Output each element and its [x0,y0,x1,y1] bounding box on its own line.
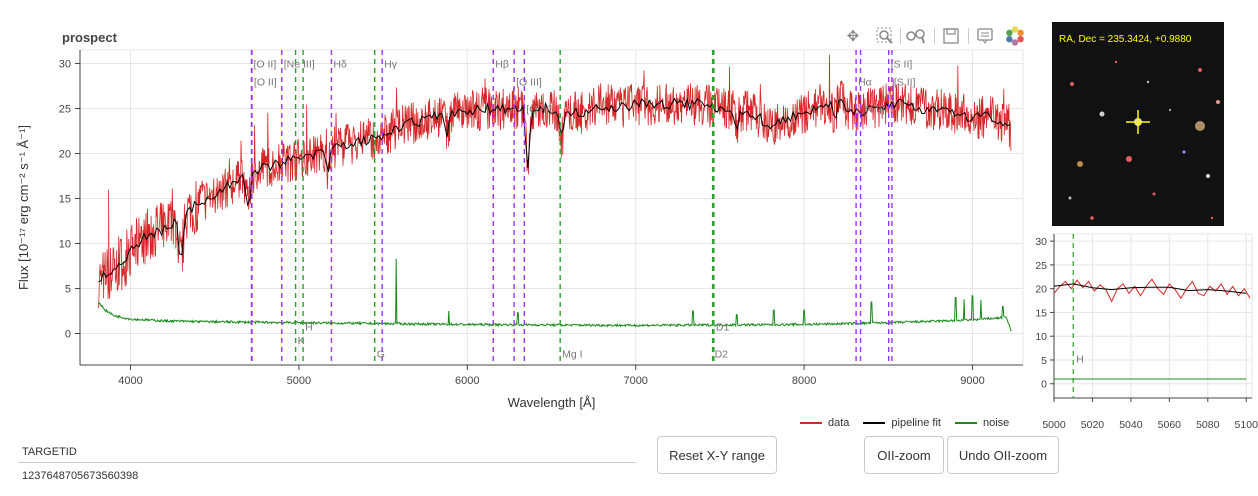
y-tick-label: 25 [59,104,71,116]
emission-line-label: Hδ [333,59,347,71]
legend-swatch-data [800,422,822,424]
y-tick-label: 30 [59,59,71,71]
zoom-y-tick-label: 0 [1041,379,1047,391]
zoom-x-tick-label: 5100 [1235,419,1258,431]
x-axis-label: Wavelength [Å] [508,395,596,410]
save-icon[interactable] [938,24,964,48]
x-tick-label: 4000 [118,375,142,387]
undo-oii-zoom-button[interactable]: Undo OII-zoom [947,436,1059,474]
box-zoom-icon[interactable] [872,24,898,48]
y-tick-label: 5 [65,284,71,296]
zoom-y-tick-label: 10 [1035,331,1047,343]
legend-item-noise[interactable]: noise [954,417,1010,429]
absorption-line-label: H [305,321,313,333]
targetid-cell: 1237648705673560398 [22,470,139,482]
emission-line-label: [O II] [254,77,277,89]
chart-legend: data pipeline fit noise [800,414,1023,432]
emission-line-label: [Ne III] [284,59,315,71]
emission-line-label: Hα [858,77,872,89]
zoom-data-series [1053,278,1251,303]
legend-swatch-fit [863,422,886,424]
zoom-fit-series [1053,283,1247,294]
emission-line-label: [S II] [891,59,913,71]
absorption-line-label: D2 [715,348,729,360]
zoom-x-tick-label: 5000 [1042,419,1066,431]
x-tick-label: 9000 [960,375,984,387]
emission-line-label: Hγ [384,59,398,71]
x-tick-label: 6000 [455,375,479,387]
legend-swatch-noise [954,422,977,424]
y-tick-label: 15 [59,194,71,206]
legend-item-data[interactable]: data [800,417,849,429]
emission-line-label: Hβ [495,59,509,71]
bokeh-logo-icon[interactable] [1002,24,1028,48]
reset-xy-range-button[interactable]: Reset X-Y range [657,436,777,474]
zoom-spectrum-chart[interactable]: 5000 5020 5040 5060 5080 5100 0 5 10 15 20 25 30 H [1020,228,1258,436]
sky-cutout-image[interactable]: RA, Dec = 235.3424, +0.9880 [1052,22,1224,226]
zoom-x-tick-label: 5020 [1081,419,1105,431]
x-tick-label: 8000 [792,375,816,387]
absorption-line-label: K [298,335,305,347]
legend-item-pipeline-fit[interactable]: pipeline fit [863,417,941,429]
x-tick-label: 7000 [623,375,647,387]
pipeline-fit-series [98,97,1011,283]
plot-toolbar: ✥ [838,22,1028,56]
zoom-y-tick-label: 15 [1035,307,1047,319]
zoom-y-tick-label: 5 [1041,355,1047,367]
emission-line-label: [O II] [253,59,276,71]
zoom-x-tick-label: 5080 [1196,419,1220,431]
zoom-y-tick-label: 25 [1035,260,1047,272]
oii-zoom-button[interactable]: OII-zoom [864,436,944,474]
zoom-line-label: H [1076,353,1084,365]
absorption-line-label: D1 [716,321,730,333]
y-tick-label: 20 [59,149,71,161]
x-tick-label: 5000 [287,375,311,387]
zoom-y-tick-label: 20 [1035,284,1047,296]
emission-line-label: [N II] [863,104,885,116]
zoom-y-tick-label: 30 [1035,236,1047,248]
y-tick-label: 10 [59,239,71,251]
noise-series [98,258,1012,332]
y-tick-label: 0 [65,329,71,341]
spectrum-chart[interactable]: 4000 5000 6000 7000 8000 9000 0 5 10 15 20 25 30 Wave… [0,40,1040,420]
zoom-x-tick-label: 5060 [1158,419,1182,431]
emission-line-label: [S II] [894,77,916,89]
table-divider [18,462,636,463]
legend-label-noise: noise [982,417,1010,429]
legend-label-fit: pipeline fit [891,417,941,429]
zoom-x-tick-label: 5040 [1119,419,1143,431]
legend-label-data: data [828,417,850,429]
y-axis-label: Flux [10⁻¹⁷ erg cm⁻² s⁻¹ Å⁻¹] [16,125,31,290]
emission-line-label: [O III] [526,104,552,116]
absorption-line-label: G [377,348,385,360]
targetid-header: TARGETID [22,446,77,458]
absorption-line-label: Mg I [562,348,582,360]
zoom-plot-area [1053,233,1253,399]
sky-coordinates-label: RA, Dec = 235.3424, +0.9880 [1059,34,1192,45]
emission-line-label: [O III] [516,77,542,89]
plot-title: prospect [62,30,117,45]
